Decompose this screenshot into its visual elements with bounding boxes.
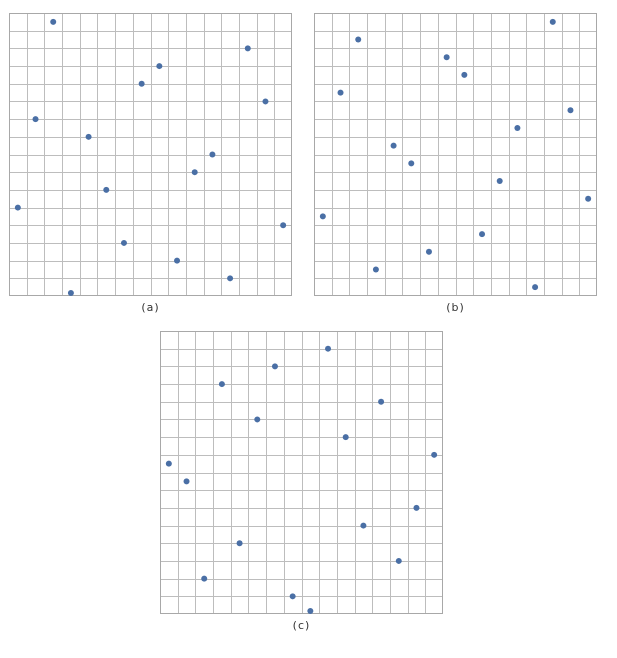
- point-c-1: [183, 478, 190, 485]
- point-a-4: [85, 133, 92, 140]
- point-b-1: [337, 89, 344, 96]
- point-c-9: [325, 345, 332, 352]
- point-a-5: [103, 186, 110, 193]
- point-c-6: [271, 363, 278, 370]
- point-c-2: [201, 575, 208, 582]
- point-c-13: [395, 557, 402, 564]
- point-a-9: [174, 257, 181, 264]
- point-b-7: [443, 54, 450, 61]
- point-c-12: [378, 398, 385, 405]
- point-b-8: [461, 71, 468, 78]
- point-a-11: [209, 151, 216, 158]
- point-c-5: [254, 416, 261, 423]
- point-b-3: [372, 266, 379, 273]
- point-a-12: [227, 275, 234, 282]
- grid-plot-b: [314, 13, 597, 296]
- point-b-14: [567, 107, 574, 114]
- grid-border: [314, 13, 597, 296]
- point-a-15: [280, 222, 287, 229]
- point-c-4: [236, 540, 243, 547]
- point-b-10: [496, 178, 503, 185]
- point-a-0: [14, 204, 21, 211]
- point-a-1: [32, 116, 39, 123]
- point-a-6: [120, 239, 127, 246]
- point-b-9: [479, 231, 486, 238]
- point-a-7: [138, 80, 145, 87]
- point-b-13: [549, 18, 556, 25]
- grid-border: [9, 13, 292, 296]
- point-a-8: [156, 63, 163, 70]
- panel-b: [314, 13, 597, 296]
- grid-lines: [9, 13, 292, 296]
- point-a-3: [67, 290, 74, 296]
- point-b-12: [532, 284, 539, 291]
- panel-a: [9, 13, 292, 296]
- caption-a: (a): [141, 301, 160, 314]
- point-c-15: [431, 451, 438, 458]
- point-a-14: [262, 98, 269, 105]
- point-c-3: [218, 381, 225, 388]
- point-b-2: [355, 36, 362, 43]
- point-b-15: [585, 195, 592, 202]
- point-b-5: [408, 160, 415, 167]
- point-c-8: [307, 608, 314, 614]
- grid-lines: [314, 13, 597, 296]
- grid-border: [160, 331, 443, 614]
- point-a-2: [50, 18, 57, 25]
- grid-plot-a: [9, 13, 292, 296]
- point-a-10: [191, 169, 198, 176]
- caption-b: (b): [446, 301, 465, 314]
- point-c-7: [289, 593, 296, 600]
- point-c-10: [342, 434, 349, 441]
- point-c-11: [360, 522, 367, 529]
- grid-lines: [160, 331, 443, 614]
- panel-c: [160, 331, 443, 614]
- point-b-4: [390, 142, 397, 149]
- point-b-11: [514, 124, 521, 131]
- point-a-13: [244, 45, 251, 52]
- point-c-14: [413, 504, 420, 511]
- point-c-0: [165, 460, 172, 467]
- caption-c: (c): [292, 619, 311, 632]
- point-b-0: [319, 213, 326, 220]
- point-b-6: [425, 248, 432, 255]
- grid-plot-c: [160, 331, 443, 614]
